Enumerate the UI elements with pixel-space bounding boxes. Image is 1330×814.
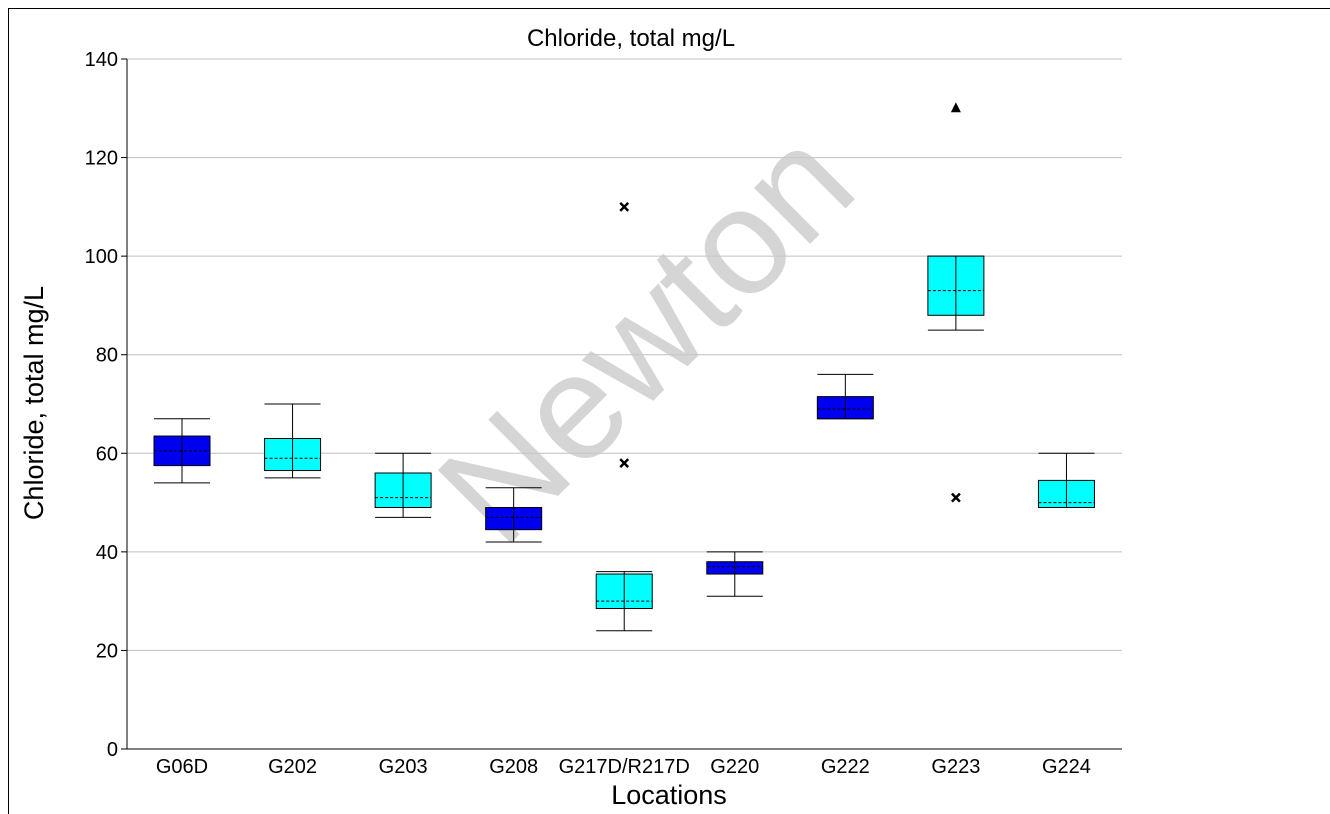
x-tick-label-g202: G202: [268, 756, 317, 778]
box-g203: [374, 452, 432, 518]
chart-frame: [8, 8, 1330, 814]
y-tick-label-40: 40: [96, 542, 118, 564]
box-g223: [927, 102, 985, 503]
y-axis-title: Chloride, total mg/L: [19, 286, 49, 520]
box-g220: [706, 551, 764, 597]
x-tick-label-g203: G203: [379, 756, 428, 778]
box-g217d-r217d: [595, 201, 653, 632]
axes: [126, 59, 1122, 750]
outlier-x-stroke-b: [619, 458, 630, 469]
box-g222: [816, 373, 874, 420]
y-tick-label-120: 120: [85, 148, 118, 170]
chart-title: Chloride, total mg/L: [527, 25, 735, 52]
x-tick-label-g217d-r217d: G217D/R217D: [559, 756, 690, 778]
y-tick-label-0: 0: [107, 739, 118, 761]
watermark-text: Newton: [406, 96, 884, 574]
boxes: [153, 102, 1095, 632]
x-axis-title: Locations: [611, 780, 727, 810]
y-tick-label-80: 80: [96, 345, 118, 367]
x-tick-label-g06d: G06D: [156, 756, 208, 778]
outlier-g223-0: [950, 102, 961, 113]
x-tick-label-g220: G220: [710, 756, 759, 778]
box-g224: [1037, 452, 1095, 508]
y-tick-label-100: 100: [85, 246, 118, 268]
outlier-g223-1: [951, 492, 961, 503]
box-g06d: [153, 418, 211, 484]
y-tick-label-60: 60: [96, 443, 118, 465]
outlier-x-stroke-b: [951, 492, 961, 503]
outlier-x-stroke-b: [619, 201, 630, 212]
x-tick-label-g208: G208: [489, 756, 538, 778]
outlier-g217d-r217d-1: [619, 458, 630, 469]
ticks: 0 20 40 60 80 100 120 140 G06D G202 G203 G208 G217D/…: [85, 49, 1091, 778]
watermark: Newton: [406, 96, 884, 574]
box-g208: [485, 487, 543, 543]
x-tick-label-g222: G222: [821, 756, 870, 778]
y-tick-label-140: 140: [85, 49, 118, 71]
box-g202: [264, 403, 322, 479]
x-tick-label-g224: G224: [1042, 756, 1091, 778]
outlier-g217d-r217d-0: [619, 201, 630, 212]
x-tick-label-g223: G223: [931, 756, 980, 778]
y-tick-label-20: 20: [96, 640, 118, 662]
